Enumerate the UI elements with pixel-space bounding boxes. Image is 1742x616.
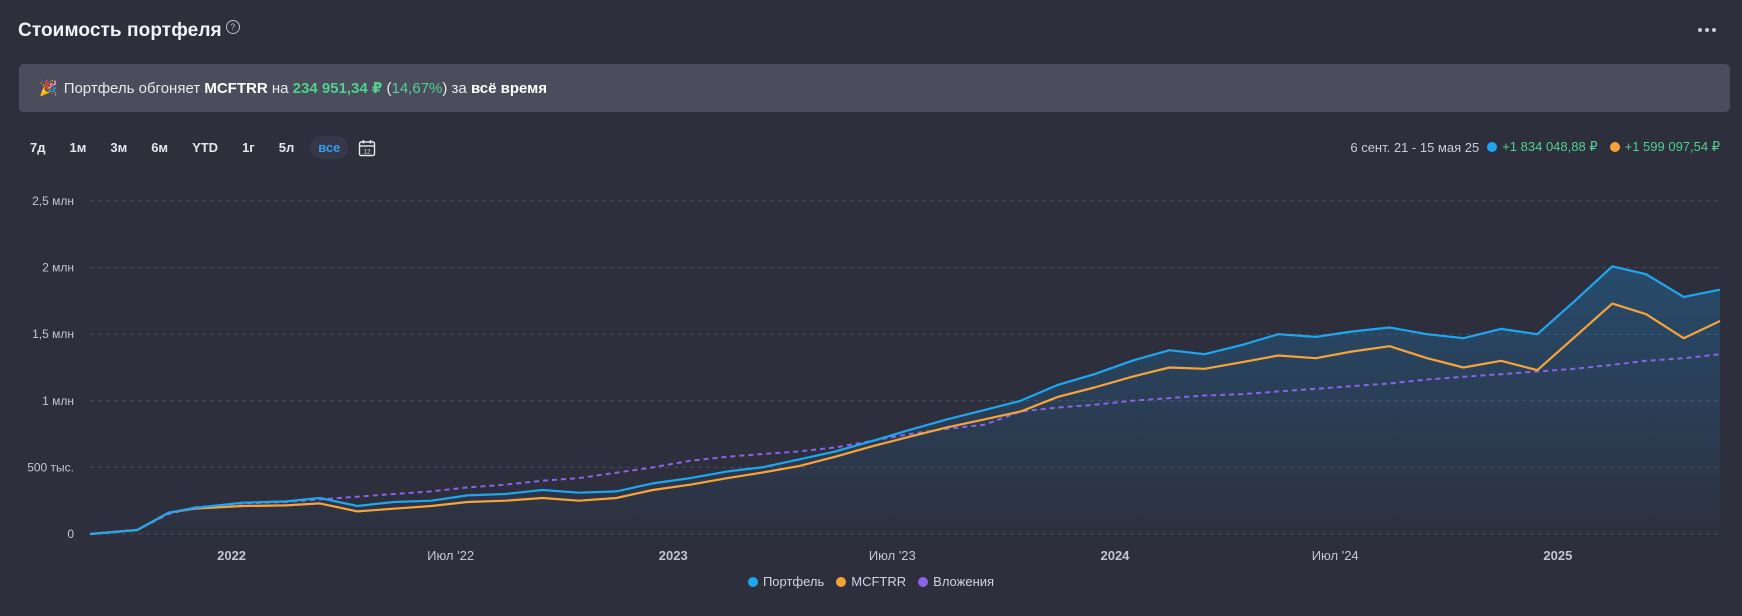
portfolio-legend-dot-icon xyxy=(747,576,758,587)
banner-paren-close: ) xyxy=(442,79,448,97)
range-dates: 6 сент. 21 - 15 мая 25 xyxy=(1350,139,1480,155)
y-tick-label: 0 xyxy=(67,527,74,541)
investments-legend-dot-icon xyxy=(918,576,929,587)
question-circle-icon[interactable]: ? xyxy=(225,20,240,34)
x-tick-label: 2024 xyxy=(1100,548,1130,563)
period-all[interactable]: все xyxy=(310,136,349,159)
legend-item-portfolio[interactable]: Портфель xyxy=(747,574,825,589)
period-ytd[interactable]: YTD xyxy=(192,140,219,155)
x-tick-label: Июл '24 xyxy=(1312,548,1359,563)
banner-paren-open: ( xyxy=(386,79,392,97)
svg-text:12: 12 xyxy=(364,148,372,155)
y-tick-label: 1,5 млн xyxy=(32,327,74,341)
banner-percent: 14,67% xyxy=(391,79,443,97)
period-1m[interactable]: 1м xyxy=(69,140,87,155)
banner-on: на xyxy=(271,79,289,97)
portfolio-dot-icon xyxy=(1487,142,1498,152)
y-tick-label: 2,5 млн xyxy=(32,194,74,208)
banner-for: за xyxy=(451,79,467,97)
benchmark-change: +1 599 097,54 ₽ xyxy=(1624,139,1720,154)
chart-header: Стоимость портфеля ? xyxy=(18,20,240,42)
legend-label: Вложения xyxy=(933,574,995,589)
period-6m[interactable]: 6м xyxy=(151,140,169,155)
period-5y[interactable]: 5л xyxy=(278,140,295,155)
range-summary: 6 сент. 21 - 15 мая 25 +1 834 048,88 ₽ +… xyxy=(1350,139,1720,155)
legend-item-investments[interactable]: Вложения xyxy=(918,574,994,589)
banner-benchmark: MCFTRR xyxy=(204,79,268,97)
banner-prefix: Портфель обгоняет xyxy=(63,79,201,97)
benchmark-dot-icon xyxy=(1609,142,1620,152)
y-tick-label: 2 млн xyxy=(42,261,74,275)
chart-legend: Портфель MCFTRR Вложения xyxy=(0,574,1742,589)
period-1y[interactable]: 1г xyxy=(242,140,255,155)
more-options-button[interactable] xyxy=(1698,22,1716,38)
x-tick-label: Июл '22 xyxy=(427,548,474,563)
legend-item-mcftrr[interactable]: MCFTRR xyxy=(836,574,906,589)
page-title: Стоимость портфеля xyxy=(18,20,222,41)
legend-label: Портфель xyxy=(762,574,825,589)
period-3m[interactable]: 3м xyxy=(110,140,128,155)
series-line-2 xyxy=(89,353,1721,535)
x-tick-label: 2022 xyxy=(217,548,246,563)
more-horizontal-icon xyxy=(1698,28,1702,32)
banner-period: всё время xyxy=(470,79,548,97)
x-tick-label: 2025 xyxy=(1543,548,1572,563)
legend-label: MCFTRR xyxy=(851,574,907,589)
period-selector: 7д 1м 3м 6м YTD 1г 5л все 12 xyxy=(22,136,376,159)
mcftrr-legend-dot-icon xyxy=(836,576,847,587)
portfolio-change: +1 834 048,88 ₽ xyxy=(1502,139,1598,154)
banner-amount: 234 951,34 ₽ xyxy=(292,80,383,97)
series-line-1 xyxy=(89,302,1721,536)
party-popper-icon: 🎉 xyxy=(39,80,58,97)
y-tick-label: 500 тыс. xyxy=(27,460,74,474)
comparison-banner: 🎉 Портфель обгоняет MCFTRR на 234 951,34… xyxy=(19,64,1730,112)
portfolio-value-chart[interactable]: 0 500 тыс. 1 млн 1,5 млн 2 млн 2,5 млн 2022 Июл… xyxy=(0,178,1742,568)
y-tick-label: 1 млн xyxy=(42,394,74,408)
calendar-icon[interactable]: 12 xyxy=(358,139,376,157)
x-tick-label: 2023 xyxy=(659,548,688,563)
x-tick-label: Июл '23 xyxy=(869,548,916,563)
period-7d[interactable]: 7д xyxy=(30,140,46,155)
series-line-0 xyxy=(89,265,1721,536)
portfolio-area xyxy=(90,266,1720,534)
